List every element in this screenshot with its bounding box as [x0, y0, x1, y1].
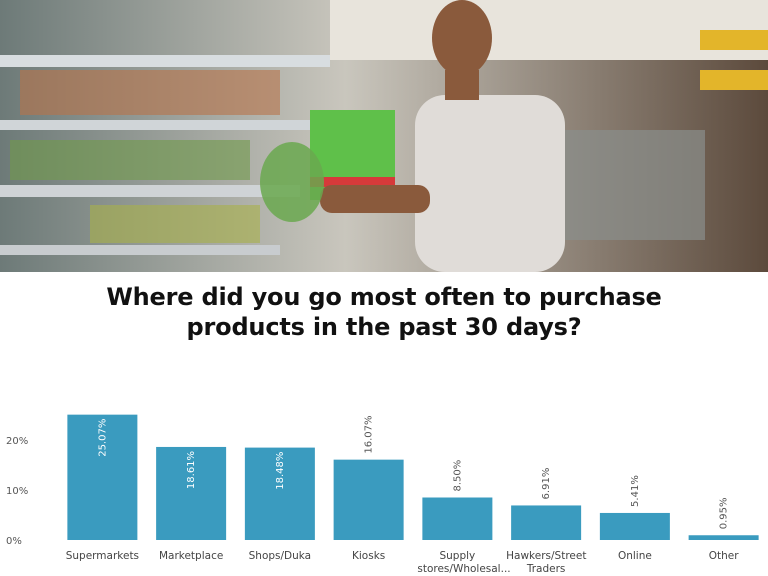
value-label: 5.41%	[630, 475, 641, 507]
bar	[156, 446, 227, 540]
bar	[599, 512, 670, 540]
value-label: 25.07%	[97, 419, 108, 457]
x-tick-label: Supply stores/Wholesal...	[417, 550, 511, 575]
y-tick-label: 20%	[6, 436, 28, 447]
value-label: 6.91%	[541, 468, 552, 500]
value-label: 8.50%	[452, 460, 463, 492]
value-label: 16.07%	[364, 416, 375, 454]
bar	[688, 535, 759, 540]
y-tick-label: 10%	[6, 486, 28, 497]
x-tick-label: Supermarkets	[65, 550, 140, 562]
bar	[422, 497, 493, 540]
chart-title: Where did you go most often to purchase …	[106, 283, 662, 341]
x-tick-label: Hawkers/Street Traders	[506, 550, 587, 575]
x-tick-label: Marketplace	[158, 550, 224, 562]
bar	[511, 505, 582, 540]
x-tick-label: Other	[708, 550, 739, 562]
bar	[67, 414, 138, 540]
x-tick-label: Shops/Duka	[248, 550, 312, 562]
x-tick-label: Kiosks	[352, 550, 386, 562]
y-tick-label: 0%	[6, 536, 22, 547]
bar	[333, 459, 404, 540]
chart: 0% 10% 20% 25.07% 18.61% 18.48% 16.07% 8.50% 6.9…	[6, 414, 759, 547]
value-label: 18.61%	[186, 451, 197, 489]
bar	[244, 447, 315, 540]
x-tick-label: Online	[617, 550, 652, 562]
value-label: 18.48%	[275, 452, 286, 490]
store-photo	[0, 0, 768, 272]
value-label: 0.95%	[719, 497, 730, 529]
